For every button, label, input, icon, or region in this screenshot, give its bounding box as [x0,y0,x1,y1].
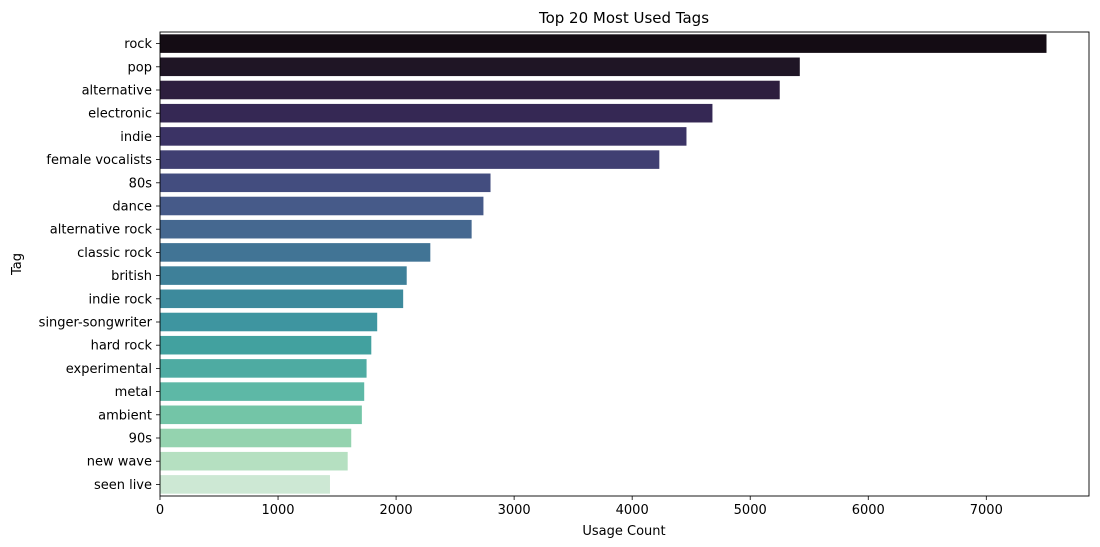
bar-alternative-rock [160,219,472,239]
y-tick-label: alternative [82,84,152,99]
bar-british [160,266,407,285]
y-tick-label: indie [120,130,152,145]
bar-metal [160,382,365,401]
bar-alternative [160,80,780,100]
y-tick-label: new wave [87,455,152,470]
bar-80s [160,173,491,193]
y-tick-label: metal [115,385,152,400]
y-tick-label: female vocalists [46,153,152,168]
x-tick-label: 5000 [734,503,767,518]
x-ticks-group: 0 1000 2000 3000 4000 5000 6000 7000 [156,496,1003,518]
y-tick-label: 90s [129,432,153,447]
x-tick-label: 7000 [970,503,1003,518]
bar-indie [160,127,687,146]
x-tick-label: 6000 [852,503,885,518]
y-tick-label: singer-songwriter [39,316,153,331]
y-tick-label: electronic [88,107,152,122]
bar-female-vocalists [160,150,660,169]
y-tick-label: 80s [129,176,153,191]
y-tick-label: classic rock [77,246,152,261]
y-tick-label: rock [124,37,152,52]
bars-group [160,34,1047,494]
x-axis-label: Usage Count [582,524,665,539]
y-tick-label: hard rock [91,339,153,354]
bar-indie-rock [160,289,404,309]
bar-hard-rock [160,335,372,355]
y-ticks-group: rock pop alternative electronic indie female … [39,37,160,493]
y-tick-label: experimental [66,362,152,377]
bar-90s [160,428,352,448]
bar-classic-rock [160,243,431,262]
bar-seen-live [160,475,330,494]
y-tick-label: pop [128,60,152,75]
y-tick-label: british [111,269,152,284]
y-tick-label: dance [112,200,152,215]
x-tick-label: 3000 [498,503,531,518]
bar-dance [160,196,484,216]
plot-frame [159,31,1090,497]
bar-singer-songwriter [160,312,378,332]
x-tick-label: 1000 [261,503,294,518]
bar-experimental [160,359,367,378]
x-tick-label: 0 [156,503,164,518]
y-tick-label: indie rock [88,292,152,307]
bar-electronic [160,103,713,123]
y-tick-label: seen live [94,478,152,493]
y-tick-label: ambient [98,408,152,423]
bar-rock [160,34,1047,53]
bar-pop [160,57,800,77]
x-tick-label: 2000 [380,503,413,518]
bar-new-wave [160,451,348,471]
y-axis-label: Tag [10,253,25,276]
chart-title: Top 20 Most Used Tags [538,9,709,27]
x-tick-label: 4000 [616,503,649,518]
bar-ambient [160,405,362,425]
y-tick-label: alternative rock [50,223,153,238]
